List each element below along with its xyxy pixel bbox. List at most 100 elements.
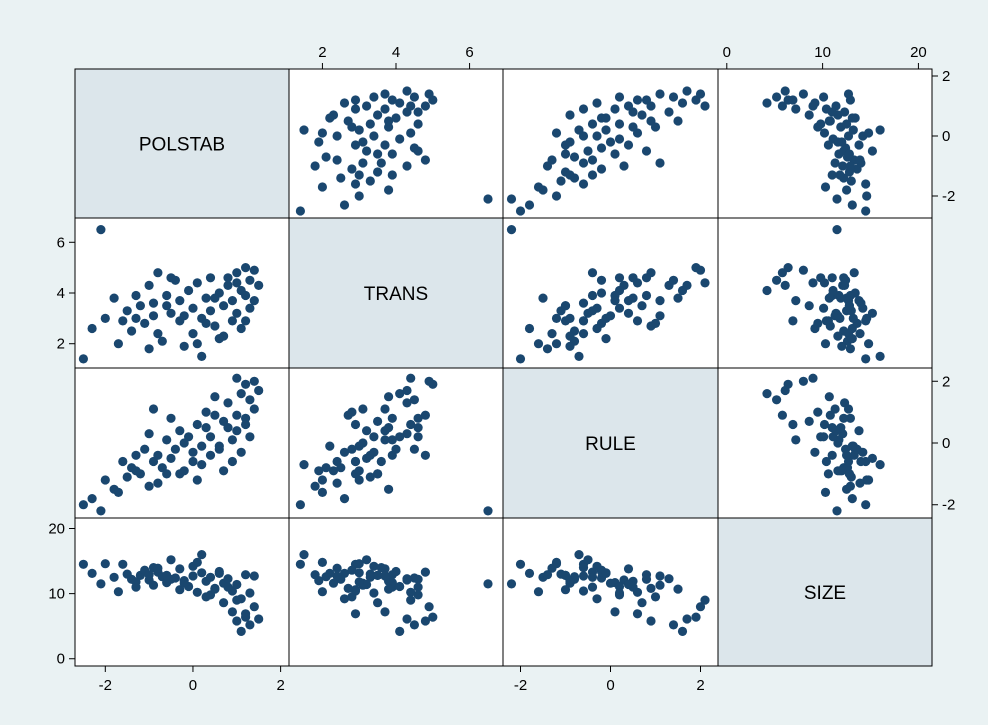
point-trans-vs-rule: [565, 331, 575, 341]
point-size-vs-polstab: [232, 579, 242, 590]
point-rule-vs-trans: [299, 460, 309, 470]
point-rule-vs-trans: [373, 416, 383, 426]
point-polstab-vs-trans: [402, 161, 412, 171]
point-polstab-vs-rule: [587, 155, 598, 165]
point-size-vs-trans: [299, 550, 309, 560]
point-polstab-vs-size: [772, 92, 782, 102]
point-size-vs-polstab: [219, 598, 229, 608]
point-rule-vs-trans: [376, 456, 386, 467]
point-size-vs-polstab: [197, 568, 207, 578]
point-trans-vs-size: [804, 301, 814, 311]
point-size-vs-rule: [614, 588, 625, 598]
point-polstab-vs-rule: [650, 122, 661, 132]
point-trans-vs-polstab: [241, 316, 251, 326]
point-trans-vs-size: [875, 351, 885, 361]
point-polstab-vs-rule: [565, 170, 575, 180]
point-rule-vs-polstab: [223, 398, 233, 408]
point-size-vs-polstab: [232, 616, 242, 626]
point-trans-vs-size: [824, 293, 834, 303]
point-polstab-vs-rule: [592, 131, 602, 141]
point-size-vs-trans: [317, 587, 327, 597]
point-trans-vs-rule: [538, 293, 548, 303]
point-polstab-vs-rule: [551, 128, 562, 138]
point-polstab-vs-trans: [350, 179, 361, 189]
point-rule-vs-size: [856, 456, 866, 467]
point-rule-vs-polstab: [249, 404, 259, 414]
point-rule-vs-trans: [332, 478, 342, 488]
point-polstab-vs-trans: [362, 146, 372, 156]
point-trans-vs-size: [798, 265, 809, 275]
point-rule-vs-trans: [402, 429, 412, 439]
point-size-vs-polstab: [223, 574, 233, 584]
point-trans-vs-rule: [655, 296, 665, 306]
point-trans-vs-rule: [587, 268, 598, 278]
point-trans-vs-rule: [623, 308, 634, 318]
point-polstab-vs-rule: [614, 134, 625, 144]
point-size-vs-polstab: [109, 572, 119, 582]
point-polstab-vs-rule: [515, 206, 526, 216]
point-rule-vs-polstab: [245, 432, 255, 442]
point-polstab-vs-rule: [574, 125, 584, 135]
point-rule-vs-polstab: [192, 419, 202, 430]
point-trans-vs-polstab: [144, 344, 154, 354]
point-polstab-vs-rule: [587, 170, 598, 180]
point-polstab-vs-rule: [637, 110, 647, 120]
point-trans-vs-rule: [578, 298, 589, 308]
point-trans-vs-rule: [578, 316, 589, 326]
point-polstab-vs-size: [798, 89, 809, 99]
point-rule-vs-polstab: [241, 419, 251, 430]
point-trans-vs-rule: [614, 303, 625, 313]
point-size-vs-rule: [695, 602, 706, 612]
point-polstab-vs-trans: [376, 158, 386, 168]
point-size-vs-rule: [574, 550, 584, 560]
point-polstab-vs-trans: [409, 92, 419, 102]
point-polstab-vs-rule: [556, 176, 566, 186]
point-polstab-vs-trans: [347, 122, 357, 132]
point-trans-vs-polstab: [184, 285, 194, 296]
point-size-vs-rule: [637, 598, 647, 608]
point-size-vs-rule: [610, 607, 620, 617]
point-trans-vs-size: [808, 278, 818, 288]
point-trans-vs-polstab: [219, 301, 229, 311]
point-polstab-vs-rule: [605, 137, 616, 147]
point-rule-vs-trans: [295, 500, 305, 510]
point-polstab-vs-trans: [339, 98, 350, 108]
point-trans-vs-size: [780, 280, 790, 290]
point-trans-vs-polstab: [96, 225, 106, 235]
point-trans-vs-size: [858, 303, 868, 313]
point-rule-vs-polstab: [153, 478, 163, 488]
point-rule-vs-trans: [317, 487, 327, 497]
point-rule-vs-polstab: [166, 413, 176, 423]
point-trans-vs-polstab: [210, 293, 220, 303]
point-trans-vs-size: [791, 296, 801, 306]
point-rule-vs-trans: [384, 484, 394, 494]
point-polstab-vs-size: [840, 107, 850, 117]
point-rule-vs-polstab: [118, 456, 128, 467]
point-rule-vs-trans: [483, 506, 493, 516]
point-size-vs-trans: [384, 584, 394, 594]
point-size-vs-rule: [691, 612, 701, 622]
point-rule-vs-trans: [339, 447, 350, 457]
point-rule-vs-trans: [402, 385, 412, 396]
point-rule-vs-trans: [358, 438, 368, 448]
y-tick-label-rule: 2: [942, 373, 950, 390]
point-rule-vs-polstab: [197, 460, 207, 470]
variable-label-trans: TRANS: [364, 284, 428, 305]
point-polstab-vs-trans: [358, 137, 368, 147]
point-rule-vs-trans: [365, 450, 375, 460]
point-size-vs-polstab: [118, 559, 128, 569]
x-tick-label-polstab: 0: [189, 677, 197, 694]
point-rule-vs-size: [875, 460, 885, 470]
x-tick-label-trans: 2: [318, 44, 326, 61]
point-size-vs-polstab: [188, 571, 198, 581]
point-polstab-vs-size: [780, 86, 790, 96]
point-polstab-vs-trans: [365, 176, 375, 186]
point-trans-vs-rule: [614, 273, 625, 283]
point-size-vs-polstab: [179, 578, 189, 588]
point-rule-vs-size: [855, 478, 865, 488]
point-size-vs-polstab: [223, 582, 233, 592]
point-size-vs-trans: [387, 570, 397, 580]
point-trans-vs-size: [837, 341, 847, 351]
point-size-vs-rule: [655, 571, 665, 581]
point-size-vs-polstab: [87, 568, 97, 579]
